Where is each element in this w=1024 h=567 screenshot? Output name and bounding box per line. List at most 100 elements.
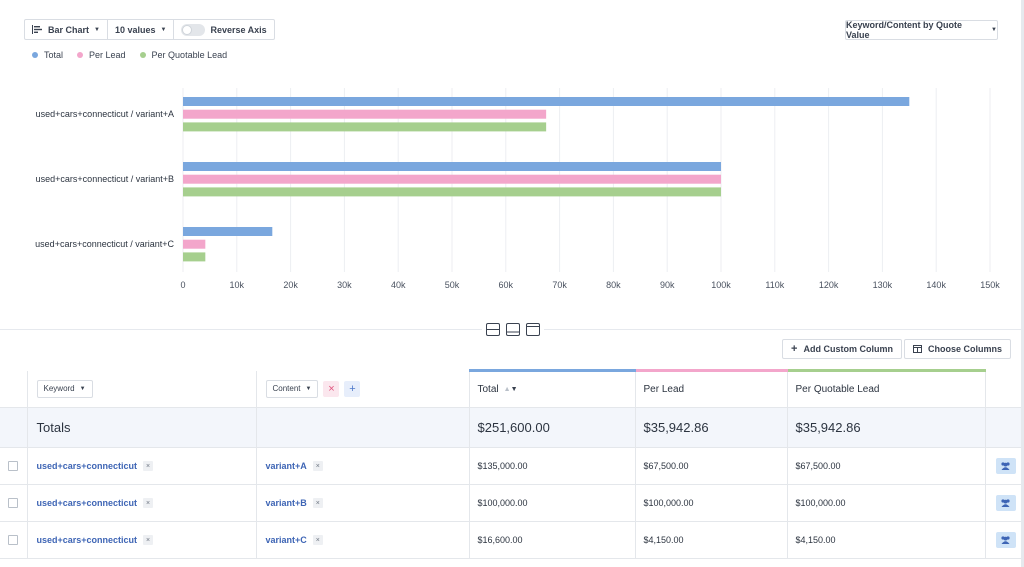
remove-content-icon[interactable]: × <box>312 498 323 508</box>
keyword-link[interactable]: used+cars+connecticut <box>36 498 138 508</box>
remove-keyword-icon[interactable]: × <box>143 461 154 471</box>
row-per-lead: $4,150.00 <box>635 521 788 559</box>
bar-per-quotable-lead[interactable] <box>183 187 721 197</box>
add-custom-column-button[interactable]: + Add Custom Column <box>782 339 902 359</box>
keyword-filter-dropdown[interactable]: Keyword ▼ <box>36 379 93 398</box>
per-quotable-lead-column-header[interactable]: Per Quotable Lead <box>787 369 986 408</box>
row-per-lead: $67,500.00 <box>635 447 788 485</box>
remove-content-icon[interactable]: × <box>312 535 323 545</box>
chart-x-axis: 0 10k 20k 30k 40k 50k 60k 70k 80k 90k 100k 110k 120k… <box>180 280 1000 290</box>
totals-per-lead: $35,942.86 <box>635 407 788 448</box>
plus-icon: + <box>791 343 798 355</box>
bar-per-lead[interactable] <box>183 174 721 184</box>
x-tick-label: 100k <box>711 280 731 290</box>
legend-dot-icon <box>32 52 38 58</box>
totals-label: Totals <box>27 407 257 448</box>
split-horizontal-layout-icon[interactable] <box>484 321 502 337</box>
content-filter-label: Content <box>272 384 301 394</box>
chevron-down-icon: ▼ <box>160 26 167 33</box>
row-total: $100,000.00 <box>469 484 636 522</box>
x-tick-label: 0 <box>180 280 185 290</box>
row-total: $135,000.00 <box>469 447 636 485</box>
per-lead-column-header[interactable]: Per Lead <box>635 369 788 408</box>
x-tick-label: 30k <box>337 280 352 290</box>
total-column-label: Total <box>477 384 499 395</box>
row-checkbox[interactable] <box>8 535 18 545</box>
table-focus-layout-icon[interactable] <box>504 321 522 337</box>
users-icon[interactable] <box>995 532 1016 548</box>
content-filter-dropdown[interactable]: Content ▼ <box>265 379 319 398</box>
row-checkbox[interactable] <box>8 498 18 508</box>
chevron-down-icon: ▼ <box>305 385 312 392</box>
bar-total[interactable] <box>183 227 273 236</box>
remove-content-icon[interactable]: × <box>312 461 323 471</box>
x-tick-label: 140k <box>926 280 946 290</box>
users-icon[interactable] <box>995 495 1016 511</box>
add-dimension-button[interactable]: + <box>344 380 361 397</box>
per-lead-column-label: Per Lead <box>643 384 685 395</box>
reverse-axis-toggle[interactable]: Reverse Axis <box>174 20 273 39</box>
x-tick-label: 150k <box>980 280 1000 290</box>
bar-per-lead[interactable] <box>183 239 206 249</box>
chart-focus-layout-icon[interactable] <box>524 321 542 337</box>
users-icon[interactable] <box>995 458 1016 474</box>
x-tick-label: 20k <box>283 280 298 290</box>
x-tick-label: 60k <box>499 280 514 290</box>
choose-columns-label: Choose Columns <box>927 344 1002 354</box>
chart-category-labels: used+cars+connecticut / variant+A used+ca… <box>35 109 174 249</box>
per-quotable-lead-column-label: Per Quotable Lead <box>795 384 880 395</box>
content-column-header: Content ▼ × + <box>256 370 470 408</box>
bar-total[interactable] <box>183 97 910 106</box>
chart-type-dropdown[interactable]: Bar Chart ▼ <box>25 20 108 39</box>
legend-item-per-quotable-lead[interactable]: Per Quotable Lead <box>139 50 228 60</box>
content-link[interactable]: variant+A <box>265 461 307 471</box>
bar-chart-icon <box>32 25 42 34</box>
x-tick-label: 10k <box>230 280 245 290</box>
legend-label: Per Quotable Lead <box>151 50 228 60</box>
content-link[interactable]: variant+C <box>265 535 307 545</box>
sort-icon[interactable]: ▲▼ <box>503 386 518 393</box>
window-edge <box>1021 0 1024 567</box>
content-link[interactable]: variant+B <box>265 498 307 508</box>
reverse-axis-label: Reverse Axis <box>210 24 267 35</box>
choose-columns-button[interactable]: Choose Columns <box>903 339 1011 359</box>
category-label: used+cars+connecticut / variant+A <box>36 109 174 119</box>
chevron-down-icon: ▼ <box>991 27 997 33</box>
remove-keyword-icon[interactable]: × <box>143 498 154 508</box>
data-table: Keyword ▼ Content ▼ × + Total <box>0 369 1021 559</box>
row-total: $16,600.00 <box>469 521 636 559</box>
remove-dimension-button[interactable]: × <box>323 380 340 397</box>
bar-total[interactable] <box>183 162 721 171</box>
legend-label: Total <box>44 50 64 60</box>
bar-per-lead[interactable] <box>183 109 547 119</box>
legend-item-total[interactable]: Total <box>32 50 63 60</box>
values-count-dropdown[interactable]: 10 values ▼ <box>108 20 175 39</box>
legend-item-per-lead[interactable]: Per Lead <box>77 50 126 60</box>
x-tick-label: 130k <box>873 280 893 290</box>
category-label: used+cars+connecticut / variant+C <box>35 239 174 249</box>
total-column-header[interactable]: Total ▲▼ <box>469 369 636 408</box>
layout-switcher <box>482 321 544 337</box>
row-per-quotable-lead: $4,150.00 <box>787 521 986 559</box>
actions-column-header <box>985 370 1021 408</box>
chart-type-label: Bar Chart <box>48 24 90 35</box>
add-custom-column-label: Add Custom Column <box>803 344 893 354</box>
category-label: used+cars+connecticut / variant+B <box>36 174 174 184</box>
row-per-lead: $100,000.00 <box>635 484 788 522</box>
remove-keyword-icon[interactable]: × <box>143 535 154 545</box>
legend-dot-icon <box>139 52 146 58</box>
toggle-switch[interactable] <box>181 23 206 36</box>
x-tick-label: 90k <box>660 280 675 290</box>
sort-by-dropdown[interactable]: Keyword/Content by Quote Value ▼ <box>845 20 998 40</box>
chart-bars <box>183 97 910 262</box>
keyword-link[interactable]: used+cars+connecticut <box>36 535 138 545</box>
bar-per-quotable-lead[interactable] <box>183 122 547 132</box>
x-tick-label: 50k <box>445 280 460 290</box>
row-checkbox[interactable] <box>8 461 18 471</box>
chevron-down-icon: ▼ <box>94 26 100 33</box>
keyword-link[interactable]: used+cars+connecticut <box>36 461 138 471</box>
table-row: used+cars+connecticut × variant+A × $135,0… <box>0 447 1021 485</box>
keyword-filter-label: Keyword <box>43 384 75 394</box>
bar-per-quotable-lead[interactable] <box>183 252 206 262</box>
bar-chart: used+cars+connecticut / variant+A used+ca… <box>35 88 1000 290</box>
